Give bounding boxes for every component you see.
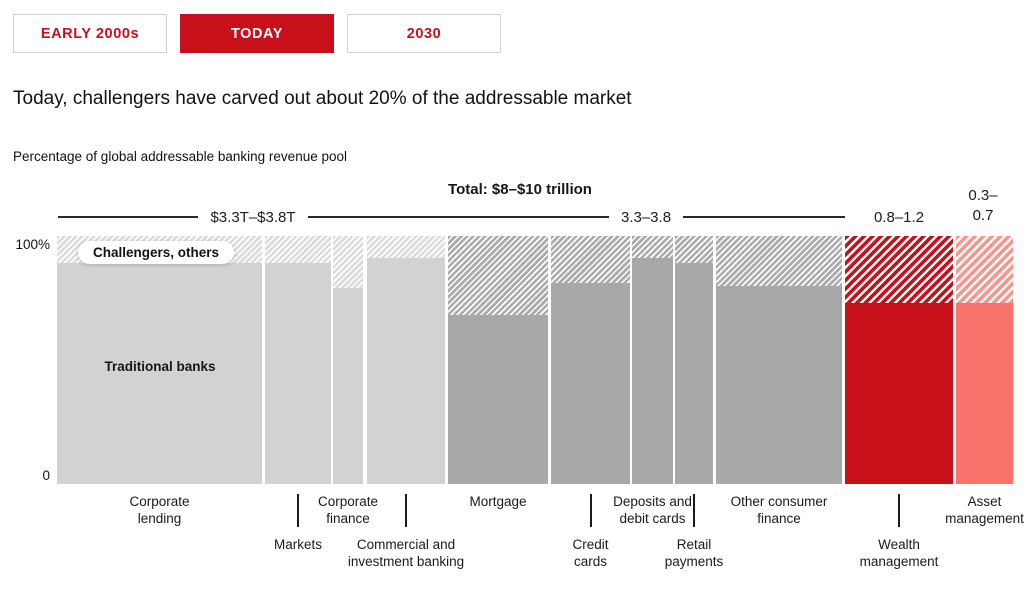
tab-2030[interactable]: 2030: [347, 14, 501, 53]
x-label-corporate-finance: Corporate finance: [317, 494, 379, 526]
x-label-credit-cards: Credit cards: [572, 537, 609, 569]
bracket-label: 0.3– 0.7: [968, 187, 998, 224]
total-label: Total: $8–$10 trillion: [448, 181, 592, 198]
bar-credit-cards: [551, 236, 630, 484]
tab-bar: EARLY 2000s TODAY 2030: [13, 14, 501, 53]
tab-today[interactable]: TODAY: [180, 14, 334, 53]
bracket-label: $3.3T–$3.8T: [210, 208, 296, 226]
bracket-line: [58, 216, 199, 218]
bar-other-consumer-finance: [716, 236, 842, 484]
x-label-markets: Markets: [273, 537, 323, 552]
bracket-3-3t-3-8t: $3.3T–$3.8T: [58, 208, 448, 226]
bar-deposits-and-debit-cards: [632, 236, 673, 484]
bar-mortgage: [448, 236, 548, 484]
y-axis-label-0: 0: [42, 468, 50, 483]
bracket-0-3-0-7: 0.3– 0.7: [953, 186, 1013, 226]
page-title: Today, challengers have carved out about…: [13, 88, 632, 109]
bar-retail-payments: [675, 236, 713, 484]
bar-challengers-segment: [632, 236, 673, 259]
bar-traditional-segment: [333, 288, 363, 484]
x-tick-commercial-and-investment-banking: [405, 494, 407, 527]
bar-corporate-finance: [333, 236, 363, 484]
bar-challengers-segment: [448, 236, 548, 316]
x-label-retail-payments: Retail payments: [664, 537, 724, 569]
bar-traditional-segment: [367, 258, 445, 484]
bar-traditional-segment: [265, 263, 331, 484]
bracket-label: 3.3–3.8: [620, 208, 672, 226]
bar-wealth-management: [845, 236, 953, 484]
bar-traditional-segment: [845, 302, 953, 484]
x-tick-wealth-management: [898, 494, 900, 527]
bar-challengers-segment: [716, 236, 842, 286]
bar-traditional-segment: [956, 302, 1013, 484]
bracket-0-8-1-2: 0.8–1.2: [845, 208, 953, 226]
bar-traditional-segment: [57, 263, 262, 484]
bracket-label: 0.8–1.2: [873, 208, 925, 226]
bracket-3-3-3-8: 3.3–3.8: [447, 208, 846, 226]
bar-challengers-segment: [845, 236, 953, 303]
x-label-asset-management: Asset management: [945, 494, 1024, 526]
bar-asset-management: [956, 236, 1013, 484]
y-axis-label-100: 100%: [15, 237, 50, 252]
x-tick-retail-payments: [693, 494, 695, 527]
bracket-line: [447, 216, 609, 218]
bar-traditional-segment: [675, 263, 713, 484]
bar-challengers-segment: [367, 236, 445, 259]
bar-markets: [265, 236, 331, 484]
traditional-series-label: Traditional banks: [104, 359, 216, 374]
bar-traditional-segment: [448, 315, 548, 484]
bar-challengers-segment: [333, 236, 363, 289]
x-label-mortgage: Mortgage: [469, 494, 527, 509]
bracket-line: [307, 216, 448, 218]
chart-subtitle: Percentage of global addressable banking…: [13, 149, 347, 164]
x-label-corporate-lending: Corporate lending: [129, 494, 190, 526]
bracket-line: [683, 216, 846, 218]
bar-challengers-segment: [265, 236, 331, 264]
x-tick-credit-cards: [589, 494, 592, 527]
bar-challengers-segment: [675, 236, 713, 264]
bar-traditional-segment: [632, 258, 673, 484]
x-label-other-consumer-finance: Other consumer finance: [730, 494, 828, 526]
bar-traditional-segment: [551, 283, 630, 484]
bar-commercial-and-investment-banking: [367, 236, 445, 484]
bar-challengers-segment: [956, 236, 1013, 303]
bar-challengers-segment: [551, 236, 630, 284]
x-label-commercial-and-investment-banking: Commercial and investment banking: [347, 537, 465, 569]
x-label-deposits-and-debit-cards: Deposits and debit cards: [613, 494, 692, 526]
x-label-wealth-management: Wealth management: [859, 537, 939, 569]
bar-traditional-segment: [716, 285, 842, 484]
x-tick-markets: [297, 494, 299, 527]
challengers-series-label: Challengers, others: [78, 241, 235, 264]
tab-early-2000s[interactable]: EARLY 2000s: [13, 14, 167, 53]
